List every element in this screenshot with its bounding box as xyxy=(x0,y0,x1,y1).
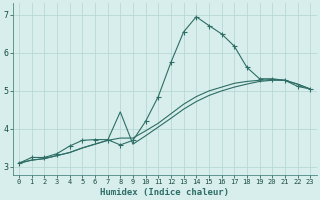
X-axis label: Humidex (Indice chaleur): Humidex (Indice chaleur) xyxy=(100,188,229,197)
